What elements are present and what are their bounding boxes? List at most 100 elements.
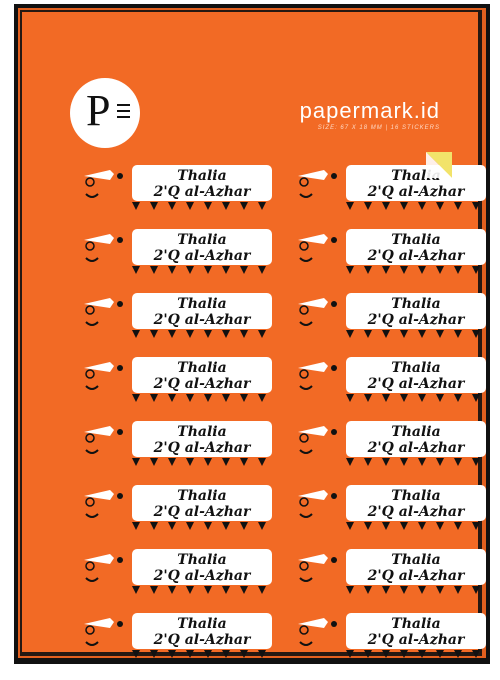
tiger-stripe <box>472 586 480 594</box>
tiger-stripe <box>258 394 266 402</box>
tiger-stripe <box>258 330 266 338</box>
name-sticker[interactable]: Thalia 2'Q al-Azhar <box>294 286 499 338</box>
fox-tail-icon <box>298 234 337 262</box>
tiger-stripe <box>364 330 372 338</box>
sticker-name: Thalia <box>391 488 441 504</box>
tiger-stripe <box>240 330 248 338</box>
sticker-school: 2'Q al-Azhar <box>153 312 251 328</box>
tiger-stripe <box>168 650 176 658</box>
name-sticker[interactable]: Thalia 2'Q al-Azhar <box>294 350 499 402</box>
sticker-name: Thalia <box>391 424 441 440</box>
tiger-stripe <box>436 202 444 210</box>
tiger-stripe <box>454 458 462 466</box>
sticker-name: Thalia <box>177 616 227 632</box>
name-sticker[interactable]: Thalia 2'Q al-Azhar <box>294 606 499 658</box>
tiger-stripe <box>168 266 176 274</box>
name-sticker[interactable]: Thalia 2'Q al-Azhar <box>294 414 499 466</box>
tiger-stripe <box>150 202 158 210</box>
name-sticker[interactable]: Thalia 2'Q al-Azhar <box>80 286 285 338</box>
tiger-stripe <box>150 458 158 466</box>
tiger-stripe <box>436 330 444 338</box>
tiger-stripe <box>240 266 248 274</box>
fox-tail-icon <box>84 490 123 518</box>
tiger-stripe <box>400 202 408 210</box>
tiger-stripe <box>132 586 140 594</box>
fox-tail-icon <box>84 234 123 262</box>
name-sticker[interactable]: Thalia 2'Q al-Azhar <box>80 222 285 274</box>
tiger-stripe <box>258 458 266 466</box>
tiger-stripe <box>454 394 462 402</box>
tiger-stripe <box>258 586 266 594</box>
tiger-stripe <box>382 458 390 466</box>
sticker-row: Thalia 2'Q al-Azhar Thalia 2'Q al-Azhar <box>80 478 486 530</box>
sticker-label: Thalia 2'Q al-Azhar <box>132 613 272 649</box>
sticker-label: Thalia 2'Q al-Azhar <box>132 229 272 265</box>
sticker-label: Thalia 2'Q al-Azhar <box>132 357 272 393</box>
sticker-name: Thalia <box>391 360 441 376</box>
tiger-stripe <box>346 394 354 402</box>
sticker-name: Thalia <box>391 232 441 248</box>
name-sticker[interactable]: Thalia 2'Q al-Azhar <box>80 158 285 210</box>
tiger-stripe <box>436 394 444 402</box>
tiger-stripe <box>186 586 194 594</box>
tiger-stripe <box>472 266 480 274</box>
sticker-school: 2'Q al-Azhar <box>367 440 465 456</box>
tiger-stripe <box>204 202 212 210</box>
logo-lines-icon <box>117 104 130 118</box>
tiger-stripe <box>204 266 212 274</box>
name-sticker[interactable]: Thalia 2'Q al-Azhar <box>80 414 285 466</box>
sticker-row: Thalia 2'Q al-Azhar Thalia 2'Q al-Azhar <box>80 350 486 402</box>
fox-tail-icon <box>84 426 123 454</box>
name-sticker[interactable]: Thalia 2'Q al-Azhar <box>80 542 285 594</box>
sticker-row: Thalia 2'Q al-Azhar Thalia 2'Q al-Azhar <box>80 222 486 274</box>
tiger-stripe <box>382 586 390 594</box>
tiger-stripe <box>400 458 408 466</box>
name-sticker[interactable]: Thalia 2'Q al-Azhar <box>80 350 285 402</box>
tiger-stripe <box>150 394 158 402</box>
tiger-stripe <box>150 586 158 594</box>
tiger-stripe <box>346 586 354 594</box>
sticker-label: Thalia 2'Q al-Azhar <box>132 421 272 457</box>
tiger-stripe <box>454 586 462 594</box>
sticker-school: 2'Q al-Azhar <box>367 248 465 264</box>
tiger-stripe <box>364 650 372 658</box>
tiger-stripe <box>400 522 408 530</box>
name-sticker[interactable]: Thalia 2'Q al-Azhar <box>294 542 499 594</box>
tiger-stripe <box>222 394 230 402</box>
tiger-stripe <box>222 650 230 658</box>
name-sticker[interactable]: Thalia 2'Q al-Azhar <box>294 222 499 274</box>
tiger-stripe <box>168 586 176 594</box>
sticker-label: Thalia 2'Q al-Azhar <box>346 357 486 393</box>
name-sticker[interactable]: Thalia 2'Q al-Azhar <box>80 478 285 530</box>
tiger-stripe <box>346 266 354 274</box>
tiger-stripe <box>346 650 354 658</box>
tiger-stripe <box>472 202 480 210</box>
sticker-row: Thalia 2'Q al-Azhar Thalia 2'Q al-Azhar <box>80 414 486 466</box>
tiger-stripe <box>186 650 194 658</box>
tiger-stripe <box>472 394 480 402</box>
tiger-stripe <box>132 330 140 338</box>
fox-tail-icon <box>298 554 337 582</box>
sticker-label: Thalia 2'Q al-Azhar <box>132 165 272 201</box>
sticker-school: 2'Q al-Azhar <box>367 376 465 392</box>
sticker-school: 2'Q al-Azhar <box>153 504 251 520</box>
tiger-stripe <box>454 522 462 530</box>
tiger-stripe <box>168 330 176 338</box>
tiger-stripe <box>454 650 462 658</box>
sticker-label: Thalia 2'Q al-Azhar <box>346 229 486 265</box>
tiger-stripe <box>472 330 480 338</box>
sticker-name: Thalia <box>177 424 227 440</box>
name-sticker[interactable]: Thalia 2'Q al-Azhar <box>80 606 285 658</box>
tiger-stripe <box>132 202 140 210</box>
tiger-stripe <box>418 586 426 594</box>
tiger-stripe <box>222 522 230 530</box>
tiger-stripe <box>240 394 248 402</box>
tiger-stripe <box>222 586 230 594</box>
name-sticker[interactable]: Thalia 2'Q al-Azhar <box>294 478 499 530</box>
tiger-stripe <box>186 458 194 466</box>
sticker-school: 2'Q al-Azhar <box>153 632 251 648</box>
name-sticker[interactable]: Thalia 2'Q al-Azhar <box>294 158 499 210</box>
fox-tail-icon <box>298 426 337 454</box>
tiger-stripe <box>240 586 248 594</box>
tiger-stripe <box>150 330 158 338</box>
